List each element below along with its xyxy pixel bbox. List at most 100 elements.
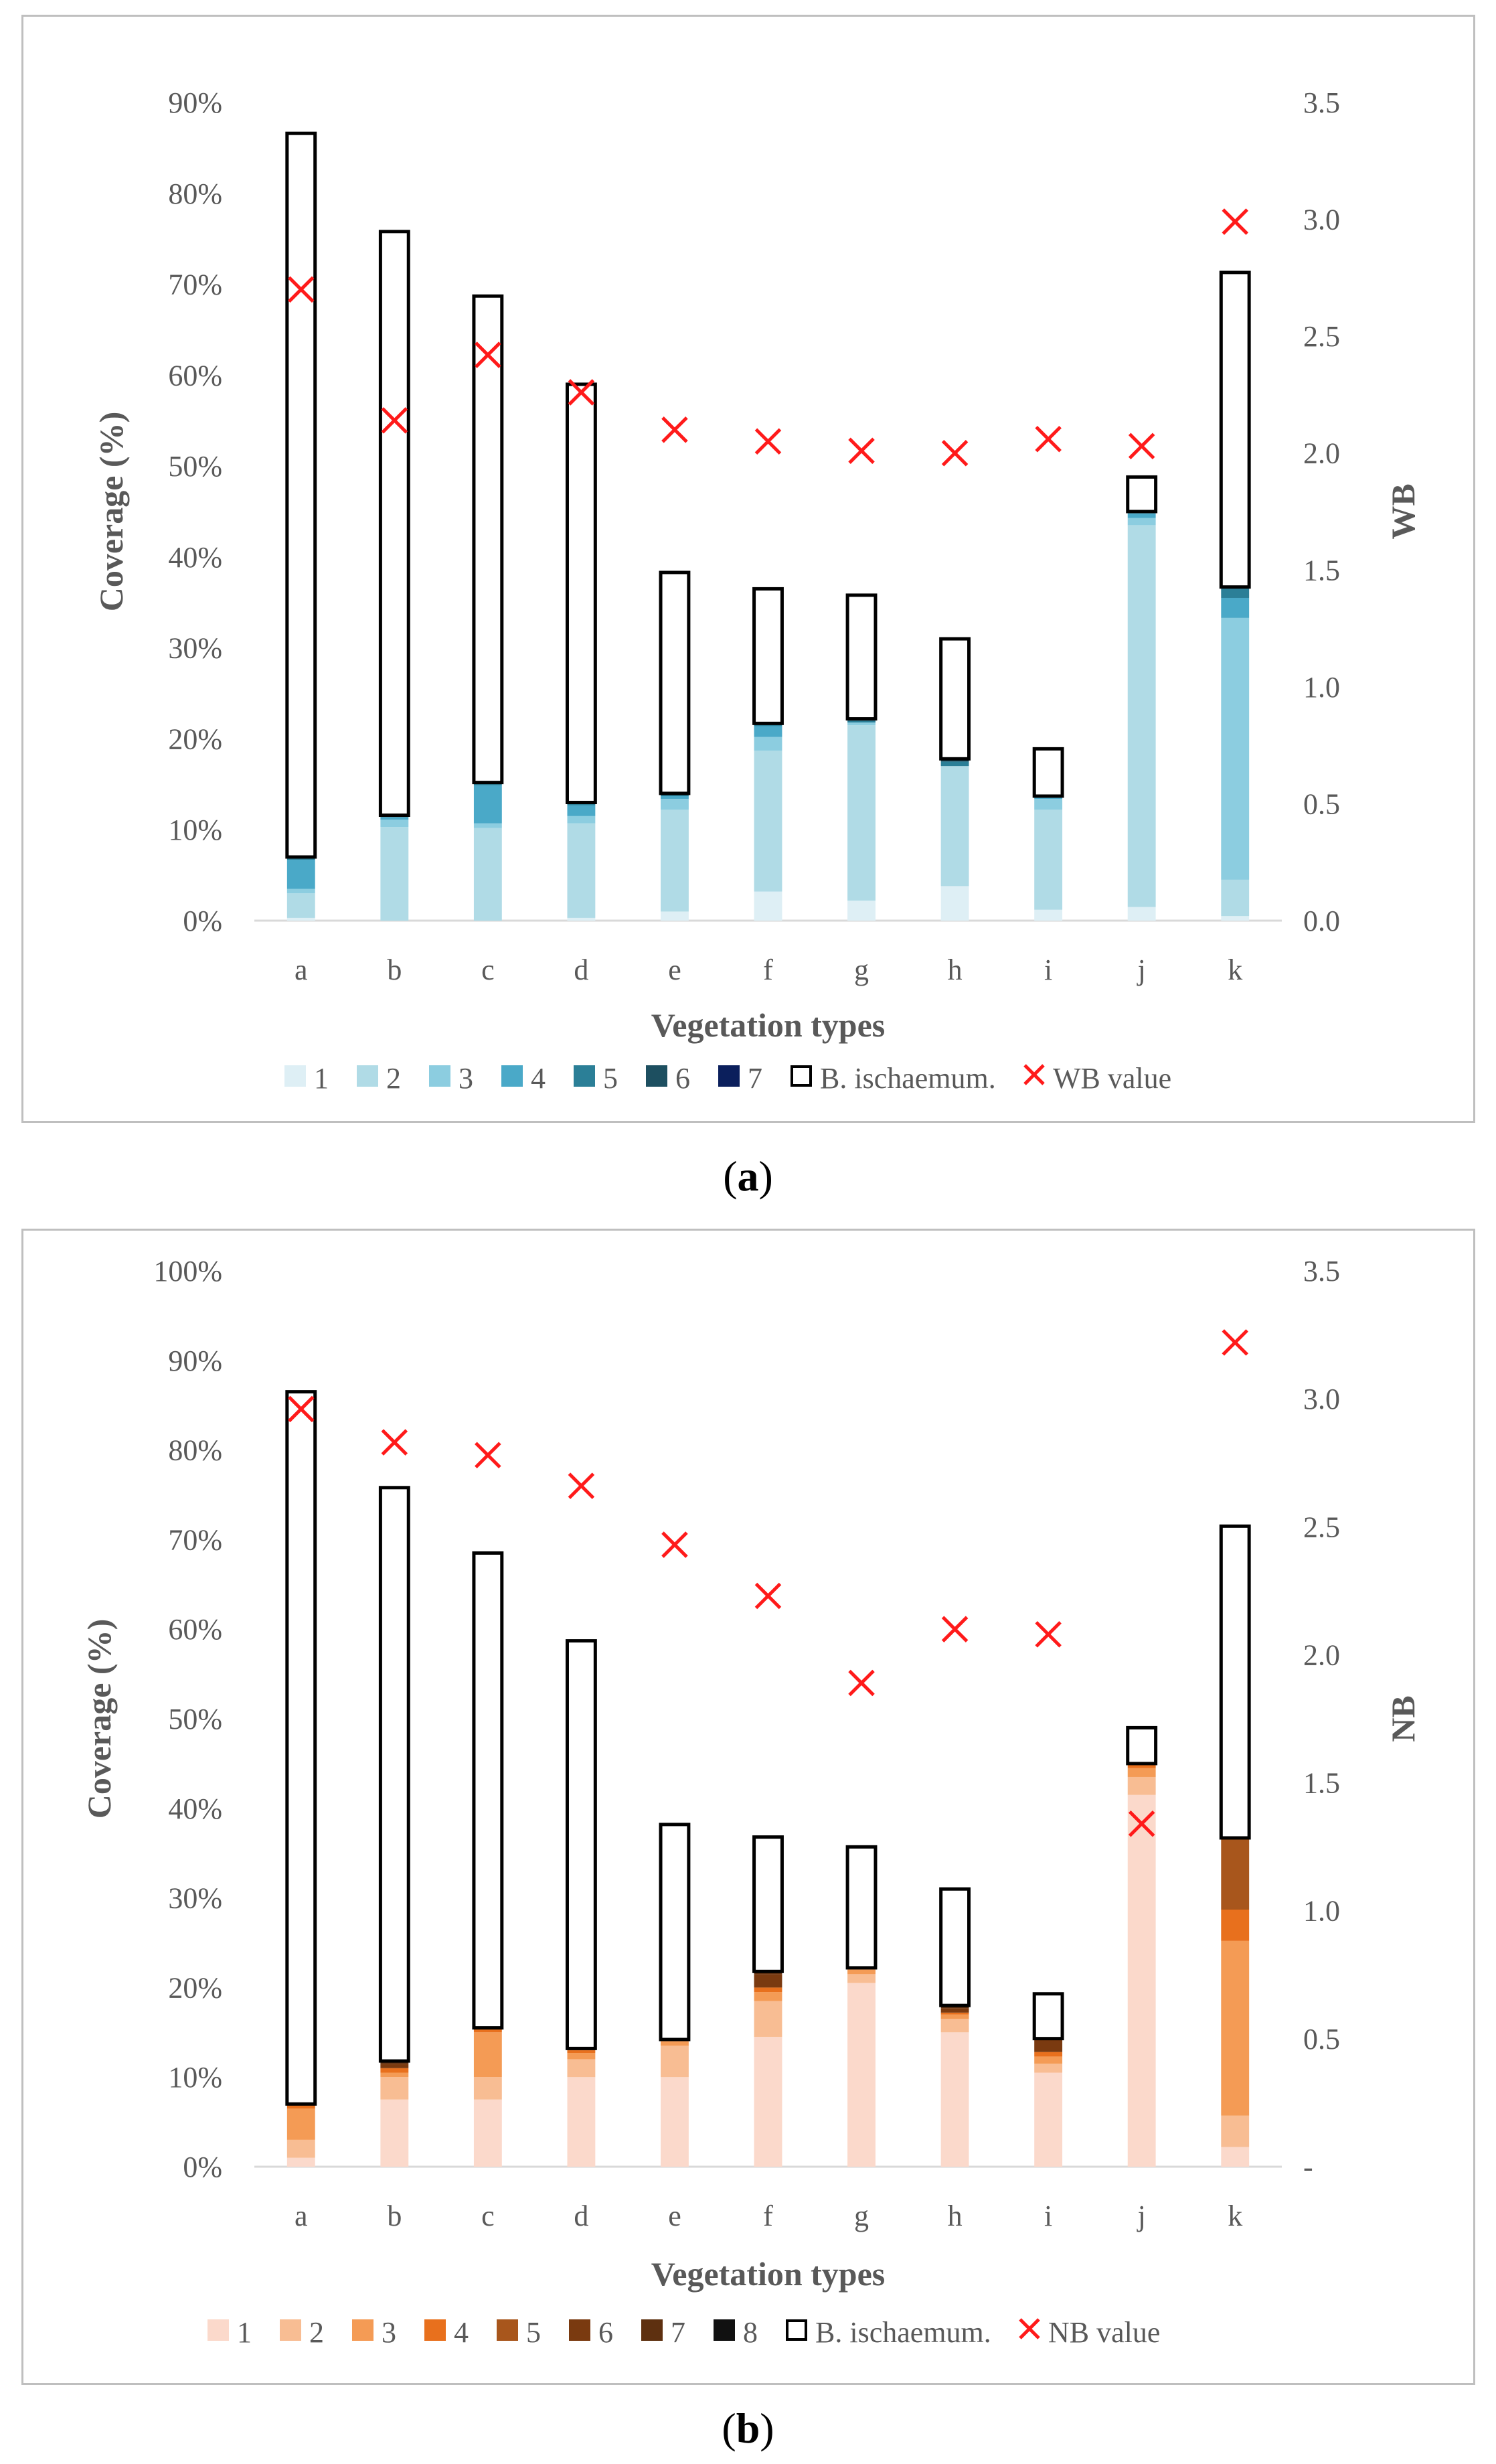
chart-b-x-axis-title: Vegetation types <box>651 2255 886 2293</box>
chart-b-bar-e-series-3 <box>661 2041 689 2046</box>
chart-b-bar-i-series-4 <box>1034 2052 1063 2057</box>
chart-b-legend-item: 6 <box>569 2316 613 2349</box>
chart-b-bar-d-series-1 <box>567 2077 596 2167</box>
chart-b-bar-j-series-b-ischaemum <box>1126 1725 1158 1766</box>
chart-b-marker-g <box>848 1669 875 1697</box>
chart-b-ytick-label: 100% <box>153 1255 222 1288</box>
chart-a-xtick-label: e <box>668 953 681 986</box>
chart-a-ytick-label: 50% <box>168 450 222 483</box>
chart-b-xtick-label: a <box>295 2200 308 2232</box>
chart-b-svg: 0% 10% 20% 30% 40% 50% 60% 70% 80% 90% 100% - 0.5 1.0… <box>80 1255 1422 2349</box>
chart-a-legend-label: 2 <box>386 1062 401 1095</box>
chart-a-xtick-label: j <box>1137 953 1146 986</box>
chart-a-bar-j-series-b-ischaemum <box>1126 475 1158 514</box>
chart-b-y2tick-label: - <box>1303 2151 1313 2183</box>
chart-a-legend-item: 4 <box>501 1062 546 1095</box>
chart-b-y-axis-title: Coverage (%) <box>80 1619 118 1819</box>
chart-b-bar-i-series-6 <box>1034 2038 1063 2052</box>
chart-a-xtick-label: b <box>387 953 402 986</box>
marker-stroke <box>661 416 688 443</box>
chart-b-marker-j <box>1128 1810 1155 1837</box>
chart-a-bar-k-series-4 <box>1221 597 1250 618</box>
chart-b-bar-h-series-b-ischaemum <box>939 1887 971 2007</box>
caption-b: (b) <box>0 2404 1496 2453</box>
chart-b-xtick-label: b <box>387 2200 402 2232</box>
chart-a-ytick-label: 60% <box>168 359 222 392</box>
chart-b-y2tick-label: 0.5 <box>1303 2023 1340 2056</box>
chart-a-bar-c-series-2 <box>473 828 502 921</box>
chart-a-ytick-label: 10% <box>168 814 222 846</box>
marker-stroke <box>848 437 875 464</box>
chart-a-xtick-label: i <box>1044 953 1052 986</box>
marker-stroke <box>381 407 408 434</box>
chart-a-legend-label: WB value <box>1053 1062 1171 1095</box>
caption-b-letter: b <box>736 2404 760 2452</box>
chart-a-legend-item: B. ischaemum. <box>791 1062 996 1095</box>
chart-b-marker-h <box>941 1616 969 1642</box>
chart-b-bar-h-series-1 <box>940 2032 969 2167</box>
chart-a-y-axis-title: Coverage (%) <box>92 412 130 612</box>
chart-a-legend-item: 1 <box>284 1062 329 1095</box>
chart-b-ytick-label: 60% <box>168 1613 222 1646</box>
chart-a-bar-c-series-3 <box>473 823 502 828</box>
marker-stroke <box>381 1429 408 1456</box>
marker-stroke <box>1222 1329 1248 1356</box>
chart-b-xtick-label: h <box>948 2200 963 2232</box>
chart-b-legend-label: 8 <box>743 2316 758 2349</box>
chart-b-marker-e <box>661 1531 688 1558</box>
marker-stroke <box>288 276 315 303</box>
chart-b-xtick-label: k <box>1228 2200 1242 2232</box>
chart-a-bar-i-series-3 <box>1034 799 1063 810</box>
chart-a-bar-b-series-3 <box>380 820 409 828</box>
chart-b-marker-d <box>568 1472 595 1499</box>
chart-b-xtick-label: e <box>668 2200 681 2232</box>
chart-b-bar-f-series-3 <box>754 1992 782 2001</box>
chart-b-marker-k <box>1222 1329 1248 1356</box>
chart-b-bar-d-series-2 <box>567 2059 596 2078</box>
chart-b-bar-c-series-2 <box>473 2077 502 2100</box>
chart-b-ytick-label: 70% <box>168 1523 222 1556</box>
chart-b-bar-k-series-b-ischaemum <box>1219 1524 1251 1840</box>
legend-swatch <box>714 2319 735 2341</box>
chart-a-y2tick-label: 1.0 <box>1303 671 1340 704</box>
chart-a-bar-g-series-2 <box>847 725 876 901</box>
chart-a-xtick-label: a <box>295 953 308 986</box>
chart-a-bar-e-series-3 <box>661 799 689 810</box>
chart-b-bar-b-series-b-ischaemum <box>378 1486 410 2063</box>
chart-a-bar-k-series-2 <box>1221 879 1250 917</box>
marker-stroke <box>1035 425 1062 453</box>
chart-b-bar-i-series-1 <box>1034 2072 1063 2167</box>
chart-b-legend-item: 7 <box>641 2316 685 2349</box>
chart-a-bar-j-series-1 <box>1127 907 1156 921</box>
marker-stroke <box>941 439 969 467</box>
legend-swatch <box>501 1065 523 1087</box>
chart-a-bar-k-series-3 <box>1221 617 1250 880</box>
chart-a-ytick-label: 20% <box>168 722 222 755</box>
legend-swatch <box>791 1065 812 1087</box>
chart-b-bar-e-series-b-ischaemum <box>659 1823 691 2042</box>
chart-b-bar-k-series-1 <box>1221 2147 1250 2167</box>
chart-a-ytick-label: 70% <box>168 268 222 301</box>
chart-a-bar-f-series-3 <box>754 737 782 751</box>
legend-swatch <box>280 2319 301 2341</box>
chart-b-bar-i-series-2 <box>1034 2064 1063 2073</box>
chart-a-bar-d-series-3 <box>567 816 596 824</box>
chart-b-y2tick-label: 1.5 <box>1303 1767 1340 1800</box>
chart-b-bar-j-series-4 <box>1127 1763 1156 1768</box>
chart-a-ytick-label: 40% <box>168 541 222 574</box>
chart-a-legend-item: 7 <box>718 1062 762 1095</box>
chart-b-legend-label: 4 <box>454 2316 469 2349</box>
chart-b-bar-e-series-2 <box>661 2046 689 2078</box>
marker-stroke <box>568 379 595 406</box>
legend-swatch <box>429 1065 450 1087</box>
chart-b-ytick-label: 20% <box>168 1971 222 2004</box>
chart-b-y2tick-label: 2.5 <box>1303 1511 1340 1543</box>
chart-a-xtick-label: h <box>948 953 963 986</box>
chart-a-bar-k-series-b-ischaemum <box>1219 271 1251 589</box>
chart-b-bar-g-series-2 <box>847 1974 876 1983</box>
chart-b-ytick-label: 10% <box>168 2061 222 2094</box>
chart-a-y2tick-label: 0.5 <box>1303 787 1340 820</box>
chart-b-bar-k-series-5 <box>1221 1837 1250 1910</box>
chart-a-bar-j-series-3 <box>1127 518 1156 526</box>
chart-a-xtick-label: f <box>763 953 773 986</box>
